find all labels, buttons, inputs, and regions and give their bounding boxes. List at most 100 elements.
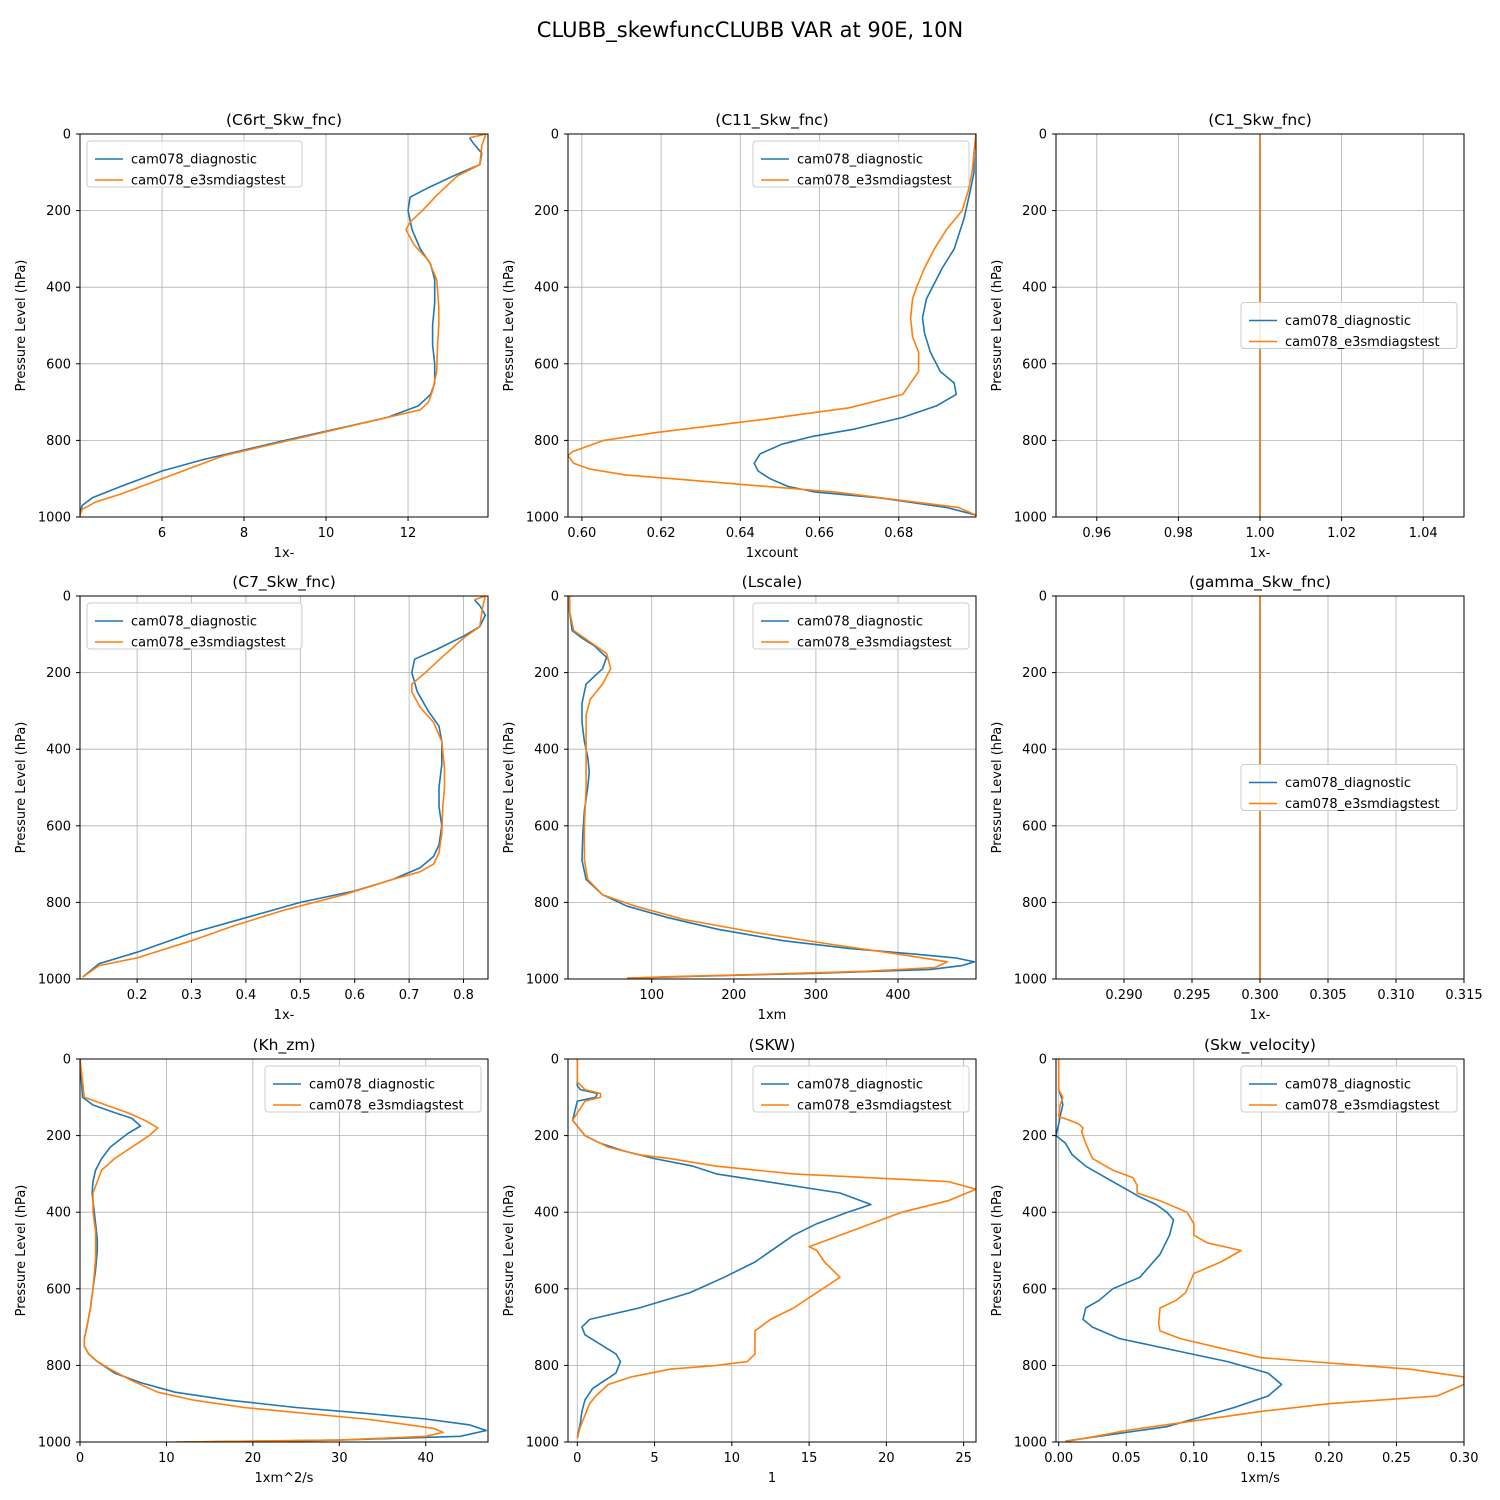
subplot-8: 0 5 10 15 20 25 0 200 400 600 800 1000 (SKW) 1 Pressur…	[502, 1036, 977, 1486]
subplot-title: (Lscale)	[742, 573, 803, 591]
legend-entry: cam078_e3smdiagstest	[797, 174, 952, 189]
y-tick-label: 0	[551, 1053, 559, 1068]
legend: cam078_diagnostic cam078_e3smdiagstest	[752, 140, 970, 189]
x-axis-label: 1x-	[1250, 1008, 1271, 1023]
x-tick-label: 0.62	[647, 526, 676, 541]
subplot-title: (C7_Skw_fnc)	[232, 573, 336, 592]
plot-frame	[567, 595, 977, 980]
x-tick-label: 6	[158, 526, 166, 541]
legend-entry: cam078_e3smdiagstest	[797, 636, 952, 651]
y-axis-label: Pressure Level (hPa)	[502, 722, 517, 854]
y-tick-label: 800	[46, 896, 71, 911]
y-tick-label: 600	[534, 1282, 559, 1297]
x-axis-label: 1x-	[1250, 546, 1271, 561]
series-lines	[1056, 1059, 1464, 1442]
y-tick-label: 600	[1022, 819, 1047, 834]
x-tick-label: 0.10	[1179, 1451, 1208, 1466]
y-tick-label: 200	[534, 1129, 559, 1144]
x-tick-label: 0.64	[726, 526, 755, 541]
plot-frame	[567, 1058, 977, 1443]
series-lines	[571, 1059, 976, 1439]
x-axis-label: 1x-	[274, 546, 295, 561]
x-tick-label: 10	[158, 1451, 175, 1466]
x-axis-label: 1xm/s	[1240, 1471, 1280, 1486]
x-tick-label: 0.295	[1173, 988, 1210, 1003]
legend: cam078_diagnostic cam078_e3smdiagstest	[264, 1065, 482, 1114]
legend-box	[752, 1065, 970, 1113]
x-tick-label: 20	[245, 1451, 262, 1466]
legend-entry: cam078_diagnostic	[131, 615, 257, 630]
y-tick-label: 0	[1039, 1053, 1047, 1068]
x-tick-label: 0.7	[399, 988, 420, 1003]
subplot-9: 0.00 0.05 0.10 0.15 0.20 0.25 0.30 0 200 400 600 80…	[990, 1036, 1478, 1486]
x-tick-label: 100	[639, 988, 664, 1003]
x-tick-label: 30	[331, 1451, 348, 1466]
subplot-6: 0.290 0.295 0.300 0.305 0.310 0.315 0 200 400 600…	[990, 573, 1483, 1023]
x-tick-label: 0.300	[1241, 988, 1278, 1003]
y-tick-label: 200	[1022, 1129, 1047, 1144]
plot-frame	[79, 133, 489, 518]
plot-frame	[79, 595, 489, 980]
series-line-diagnostic	[568, 596, 976, 979]
legend-entry: cam078_diagnostic	[1285, 776, 1411, 791]
legend-entry: cam078_e3smdiagstest	[1285, 797, 1440, 812]
legend: cam078_diagnostic cam078_e3smdiagstest	[752, 602, 970, 651]
series-line-e3smdiagstest	[568, 134, 976, 516]
legend: cam078_diagnostic cam078_e3smdiagstest	[1240, 764, 1458, 812]
y-tick-label: 800	[1022, 896, 1047, 911]
x-tick-label: 300	[804, 988, 829, 1003]
subplot-2: 0.60 0.62 0.64 0.66 0.68 0 200 400 600 800 1000 (C1…	[502, 111, 977, 561]
x-tick-label: 8	[240, 526, 248, 541]
y-tick-label: 1000	[526, 511, 559, 526]
x-axis-label: 1xcount	[746, 546, 798, 561]
x-tick-label: 0.15	[1247, 1451, 1276, 1466]
y-tick-label: 600	[46, 819, 71, 834]
y-tick-label: 0	[551, 590, 559, 605]
x-tick-label: 1.02	[1327, 526, 1356, 541]
x-tick-label: 0.305	[1309, 988, 1346, 1003]
series-line-diagnostic	[753, 134, 976, 516]
y-tick-label: 1000	[38, 511, 71, 526]
subplot-title: (C6rt_Skw_fnc)	[226, 111, 342, 130]
legend-entry: cam078_diagnostic	[1285, 1078, 1411, 1093]
series-line-e3smdiagstest	[1057, 1059, 1464, 1442]
y-tick-label: 1000	[1014, 1436, 1047, 1451]
y-tick-label: 1000	[1014, 973, 1047, 988]
y-tick-label: 1000	[38, 973, 71, 988]
subplot-4: 0.2 0.3 0.4 0.5 0.6 0.7 0.8 0 200 400 600 800 1000 (C…	[14, 573, 489, 1023]
y-tick-label: 0	[1039, 590, 1047, 605]
subplot-title: (Skw_velocity)	[1204, 1036, 1316, 1055]
x-tick-label: 0.8	[453, 988, 474, 1003]
legend-box	[1240, 302, 1458, 349]
legend: cam078_diagnostic cam078_e3smdiagstest	[1240, 302, 1458, 350]
y-tick-label: 600	[534, 819, 559, 834]
y-tick-label: 400	[1022, 743, 1047, 758]
legend-entry: cam078_diagnostic	[131, 153, 257, 168]
x-tick-label: 0.60	[567, 526, 596, 541]
y-tick-label: 400	[1022, 281, 1047, 296]
x-axis-label: 1xm	[758, 1008, 787, 1023]
series-line-e3smdiagstest	[571, 1059, 976, 1439]
legend: cam078_diagnostic cam078_e3smdiagstest	[86, 140, 303, 189]
y-tick-label: 0	[551, 128, 559, 143]
x-tick-label: 20	[878, 1451, 895, 1466]
x-tick-label: 0.98	[1164, 526, 1193, 541]
y-axis-label: Pressure Level (hPa)	[14, 260, 29, 392]
y-tick-label: 800	[534, 896, 559, 911]
y-axis-label: Pressure Level (hPa)	[990, 1185, 1005, 1317]
x-tick-label: 40	[417, 1451, 434, 1466]
plot-frame	[1055, 1058, 1465, 1443]
series-line-e3smdiagstest	[80, 134, 487, 516]
series-lines	[80, 1059, 488, 1442]
legend-entry: cam078_diagnostic	[309, 1078, 435, 1093]
y-tick-label: 800	[1022, 1359, 1047, 1374]
y-tick-label: 600	[46, 357, 71, 372]
y-tick-label: 400	[46, 743, 71, 758]
y-axis-label: Pressure Level (hPa)	[502, 1185, 517, 1317]
legend-entry: cam078_e3smdiagstest	[131, 636, 286, 651]
y-tick-label: 1000	[1014, 511, 1047, 526]
series-lines	[568, 596, 976, 979]
x-tick-label: 0.20	[1314, 1451, 1343, 1466]
series-lines	[80, 134, 487, 516]
